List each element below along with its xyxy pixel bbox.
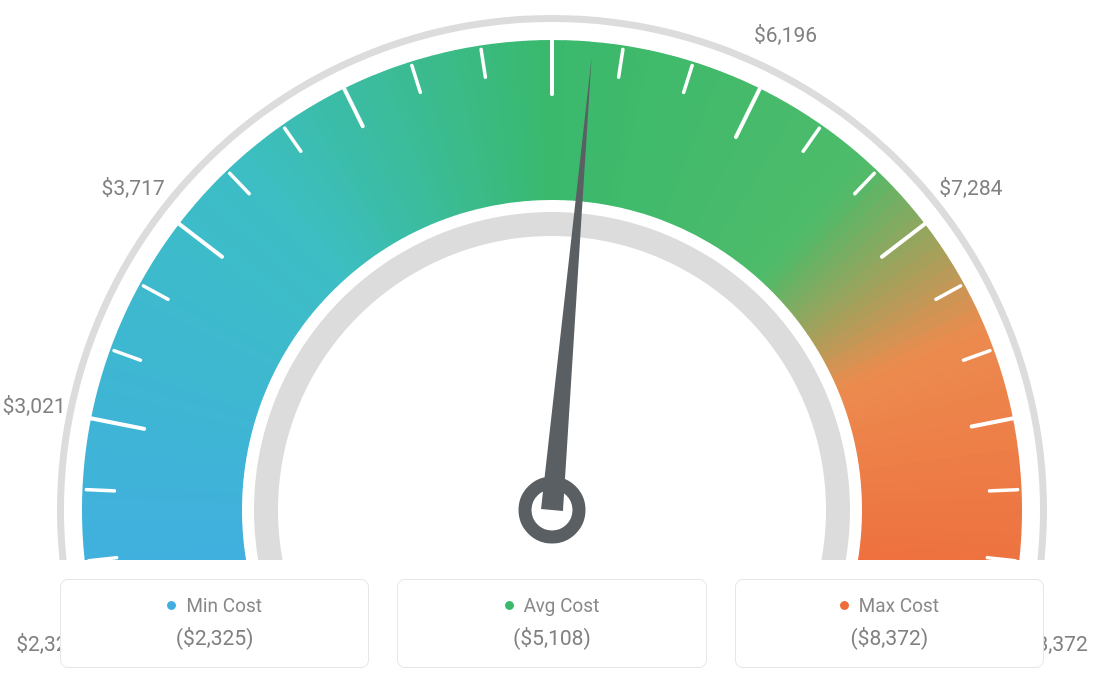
card-avg-value: ($5,108) [408,627,695,651]
dot-max-icon [840,601,849,610]
card-min-value: ($2,325) [71,627,358,651]
card-avg-label: Avg Cost [524,594,600,617]
card-min-cost: Min Cost ($2,325) [60,579,369,668]
card-min-label-row: Min Cost [167,594,262,617]
card-avg-cost: Avg Cost ($5,108) [397,579,706,668]
gauge-label: $3,717 [102,177,165,201]
card-max-value: ($8,372) [746,627,1033,651]
gauge-label: $3,021 [3,395,66,419]
cost-gauge: $2,325$3,021$3,717$5,108$6,196$7,284$8,3… [0,0,1104,560]
gauge-svg [0,0,1104,560]
dot-avg-icon [505,601,514,610]
summary-cards: Min Cost ($2,325) Avg Cost ($5,108) Max … [60,579,1044,668]
card-max-label: Max Cost [859,594,939,617]
dot-min-icon [167,601,176,610]
card-min-label: Min Cost [186,594,262,617]
gauge-label: $6,196 [754,24,817,48]
card-max-cost: Max Cost ($8,372) [735,579,1044,668]
gauge-label: $7,284 [939,177,1002,201]
card-max-label-row: Max Cost [840,594,939,617]
card-avg-label-row: Avg Cost [505,594,600,617]
